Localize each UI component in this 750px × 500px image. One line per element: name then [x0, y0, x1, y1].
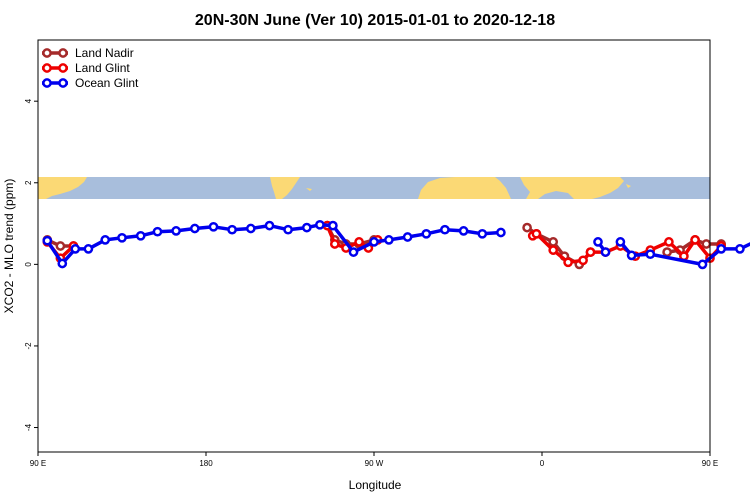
ocean-glint-point-1	[57, 258, 68, 269]
ocean-glint-point-15	[301, 222, 312, 233]
x-tick-label-1: 180	[199, 459, 213, 468]
legend-marker-left-land-glint	[42, 63, 52, 73]
ocean-glint-point-5	[117, 232, 127, 243]
ocean-glint-point-0	[42, 235, 53, 246]
ocean-glint-point-31	[716, 244, 727, 254]
land-glint-point-6	[354, 237, 364, 247]
land-glint-point-14	[585, 247, 596, 257]
land-asia	[38, 177, 87, 199]
world-map-strip	[38, 177, 710, 199]
chart-title: 20N-30N June (Ver 10) 2015-01-01 to 2020…	[195, 12, 555, 29]
ocean-glint-point-24	[458, 226, 469, 236]
x-tick-label-0: 90 E	[30, 459, 46, 468]
series-layer	[42, 219, 750, 270]
land-nadir-point-1	[55, 241, 66, 251]
ocean-glint-point-22	[421, 228, 432, 239]
land-glint-point-11	[548, 245, 559, 255]
land-nadir-point-8	[522, 222, 532, 233]
ocean-glint-point-12	[245, 223, 256, 234]
y-axis-ticks: 4 2 0 -2 -4	[24, 98, 38, 431]
legend-marker-right-ocean-glint	[58, 78, 68, 88]
ocean-glint-point-18	[348, 247, 359, 257]
y-axis-label: XCO2 - MLO trend (ppm)	[2, 179, 16, 314]
ocean-glint-point-9	[189, 223, 200, 234]
ocean-glint-point-26	[496, 227, 506, 238]
ocean-glint-point-11	[227, 224, 237, 235]
land-nadir-point-10	[548, 237, 559, 247]
ocean-glint-point-28	[626, 250, 637, 261]
x-tick-label-4: 90 E	[702, 459, 718, 468]
land-islands-east	[626, 184, 631, 188]
land-glint-point-10	[531, 228, 542, 239]
ocean-glint-point-27	[615, 237, 626, 247]
map-land-masses	[38, 177, 631, 199]
ocean-glint-point-8	[171, 226, 181, 236]
ocean-glint-point-2	[70, 244, 81, 254]
ocean-glint-point-21	[402, 232, 413, 242]
ocean-glint-point-4	[100, 235, 111, 245]
land-arabia-india	[520, 177, 624, 199]
x-tick-label-2: 90 W	[365, 459, 384, 468]
land-glint-point-21	[690, 235, 700, 245]
x-axis-ticks: 90 E 180 90 W 0 90 E	[30, 452, 718, 468]
ocean-glint-point-7	[152, 226, 163, 237]
land-nadir-point-17	[701, 239, 712, 249]
ocean-glint-point-14	[283, 224, 293, 235]
y-tick-label-4: -4	[24, 423, 33, 431]
land-caribbean	[306, 188, 312, 191]
x-axis-label: Longitude	[349, 478, 402, 492]
ocean-glint-point-32	[735, 244, 745, 254]
ocean-glint-point-29	[645, 249, 656, 260]
land-africa	[418, 177, 511, 199]
ocean-glint-point-13	[264, 220, 275, 231]
ocean-glint-point-25	[477, 228, 488, 239]
land-glint-point-13	[578, 255, 588, 266]
land-north-america	[270, 177, 300, 199]
legend-label-ocean-glint: Ocean Glint	[75, 76, 139, 90]
ocean-glint-point-6	[135, 230, 146, 241]
y-tick-label-3: -2	[24, 342, 33, 350]
ocean-glint-point-23	[440, 224, 450, 235]
ocean-glint-point-19	[369, 237, 379, 247]
legend-label-land-glint: Land Glint	[75, 61, 130, 75]
ocean-glint-point-3	[83, 244, 94, 254]
land-glint-point-4	[329, 239, 340, 249]
legend-marker-right-land-glint	[58, 63, 68, 73]
legend-marker-left-land-nadir	[42, 48, 52, 58]
legend-marker-left-ocean-glint	[42, 78, 52, 88]
y-tick-label-0: 4	[24, 98, 33, 103]
legend-marker-right-land-nadir	[58, 48, 68, 58]
ocean-glint-point-20	[384, 235, 394, 245]
land-nadir-point-14	[662, 247, 672, 257]
ocean-glint-point-16	[315, 219, 325, 230]
x-tick-label-3: 0	[540, 459, 545, 468]
ocean-glint-point-39	[600, 247, 611, 257]
y-tick-label-2: 0	[24, 262, 33, 267]
plot-frame	[37, 39, 711, 453]
land-glint-point-12	[563, 257, 573, 268]
series-ocean-glint	[42, 219, 750, 270]
ocean-glint-point-17	[328, 220, 338, 231]
land-glint-point-19	[664, 237, 674, 247]
y-tick-label-1: 2	[24, 180, 33, 185]
legend-label-land-nadir: Land Nadir	[75, 46, 134, 60]
ocean-glint-point-10	[208, 221, 219, 232]
ocean-glint-line-0	[45, 223, 502, 266]
ocean-glint-point-38	[593, 237, 603, 247]
ocean-glint-point-30	[697, 259, 708, 270]
